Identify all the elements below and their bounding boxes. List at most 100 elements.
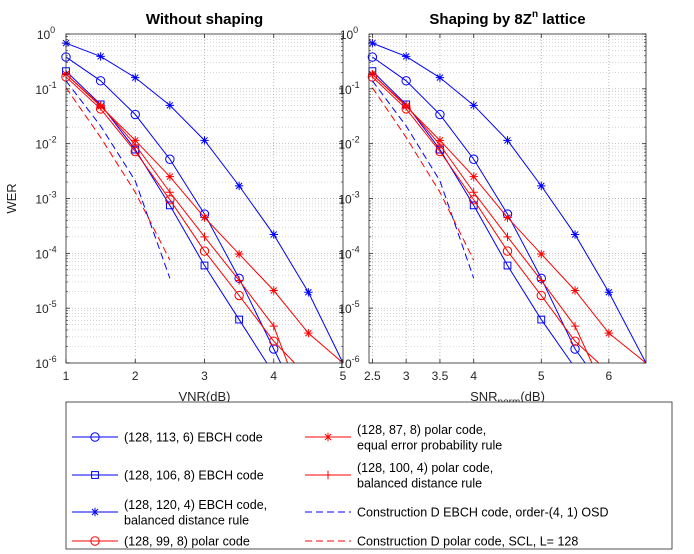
legend-entry-cdebch: Construction D EBCH code, order-(4, 1) O… [305, 506, 608, 520]
data-point [502, 246, 513, 256]
legend-entry-ebch113: (128, 113, 6) EBCH code [72, 431, 263, 445]
data-point [199, 246, 210, 256]
y-tick-label: 10-1 [35, 80, 56, 97]
data-point [96, 52, 105, 61]
legend-entry-ebch120: (128, 120, 4) EBCH code, balanced distanc… [72, 498, 267, 528]
data-point [469, 154, 479, 164]
legend-marker [323, 432, 333, 442]
data-point [435, 140, 445, 150]
legend-label: (128, 99, 8) polar code [124, 535, 250, 549]
data-point [131, 136, 140, 145]
data-point [435, 73, 445, 82]
legend-marker [323, 470, 333, 480]
legend-label: (128, 87, 8) polar code, [357, 423, 486, 437]
x-tick-label: 5 [340, 369, 347, 383]
x-tick-label: 3 [201, 369, 208, 383]
legend-marker [90, 536, 100, 546]
data-point [165, 172, 175, 181]
data-point [503, 232, 512, 242]
data-point [401, 52, 411, 61]
legend-label: (128, 120, 4) EBCH code, [124, 498, 267, 512]
series-cdebch [65, 80, 171, 279]
data-point [536, 290, 546, 301]
data-point [435, 109, 445, 120]
legend-entry-cdpolar: Construction D polar code, SCL, L= 128 [305, 535, 578, 549]
y-tick-label: 10-4 [35, 244, 56, 261]
data-point [537, 249, 546, 259]
y-tick-label: 100 [340, 25, 358, 42]
x-tick-label: 1 [63, 369, 70, 383]
data-point [537, 181, 546, 191]
legend-marker [90, 432, 100, 442]
y-tick-label: 100 [37, 25, 55, 42]
data-point [269, 286, 278, 295]
y-tick-label: 10-4 [338, 244, 359, 261]
data-point [131, 140, 140, 150]
data-point [269, 321, 278, 331]
data-point [131, 73, 140, 82]
data-point [368, 38, 377, 48]
legend-entry-ebch106: (128, 106, 8) EBCH code [72, 469, 264, 483]
data-point [570, 321, 580, 331]
legend-label: balanced distance rule [357, 477, 482, 491]
series-cdpolar [65, 87, 171, 261]
series-line [65, 56, 282, 364]
grid [66, 34, 343, 363]
data-point [570, 230, 580, 239]
x-tick-label: 2.5 [364, 369, 381, 383]
legend: (128, 113, 6) EBCH code (128, 106, 8) EBC… [65, 401, 673, 550]
data-point [200, 232, 209, 242]
data-point [200, 213, 209, 222]
data-point [269, 344, 279, 354]
x-tick-label: 3 [403, 369, 410, 383]
y-tick-label: 10-3 [338, 190, 359, 207]
grid [369, 34, 646, 363]
data-point [537, 276, 546, 285]
data-point [165, 154, 175, 164]
series-ebch113 [367, 52, 586, 364]
x-tick-label: 4 [470, 369, 477, 383]
legend-entry-polar99: (128, 99, 8) polar code [72, 535, 250, 549]
data-point [435, 136, 445, 145]
data-point [234, 249, 244, 259]
legend-label: (128, 106, 8) EBCH code [124, 469, 264, 483]
y-tick-label: 10-1 [338, 80, 359, 97]
data-point [503, 136, 512, 145]
legend-entry-polar100: (128, 100, 4) polar code, balanced distan… [305, 461, 493, 491]
data-point [235, 315, 244, 324]
data-point [604, 328, 614, 338]
data-point [570, 336, 580, 346]
data-point [234, 276, 244, 285]
data-point [200, 136, 209, 145]
y-tick-label: 10-6 [338, 354, 359, 371]
data-point [165, 101, 175, 110]
series-ebch120 [368, 38, 647, 364]
ticks [65, 33, 344, 364]
data-point [503, 213, 512, 222]
series-line [372, 76, 600, 364]
data-point [130, 109, 140, 120]
y-axis-label: WER [4, 183, 19, 213]
data-point [368, 69, 377, 79]
legend-label: equal error probability rule [357, 439, 502, 453]
legend-label: balanced distance rule [124, 514, 249, 528]
series-line [65, 87, 171, 261]
data-point [604, 288, 614, 297]
ticks [369, 33, 646, 364]
y-tick-label: 10-3 [35, 190, 56, 207]
data-point [96, 101, 105, 110]
data-point [401, 101, 411, 110]
legend-entry-polar87: (128, 87, 8) polar code, equal error prob… [305, 423, 502, 453]
series-line [65, 76, 295, 364]
data-point [95, 76, 106, 86]
legend-label: (128, 113, 6) EBCH code [124, 431, 263, 445]
x-tick-label: 6 [605, 369, 612, 383]
chart-panel-2: 2.5 3 3.5 4 5 6 100 10-1 10-2 10-3 10-4 10-5 10-6 Sha… [338, 9, 647, 408]
y-tick-label: 10-2 [35, 135, 56, 152]
series-line [372, 56, 586, 364]
series-polar99 [367, 72, 600, 364]
data-point [469, 101, 478, 110]
x-tick-label: 2 [132, 369, 139, 383]
chart-title: Shaping by 8Zn lattice [429, 9, 585, 28]
